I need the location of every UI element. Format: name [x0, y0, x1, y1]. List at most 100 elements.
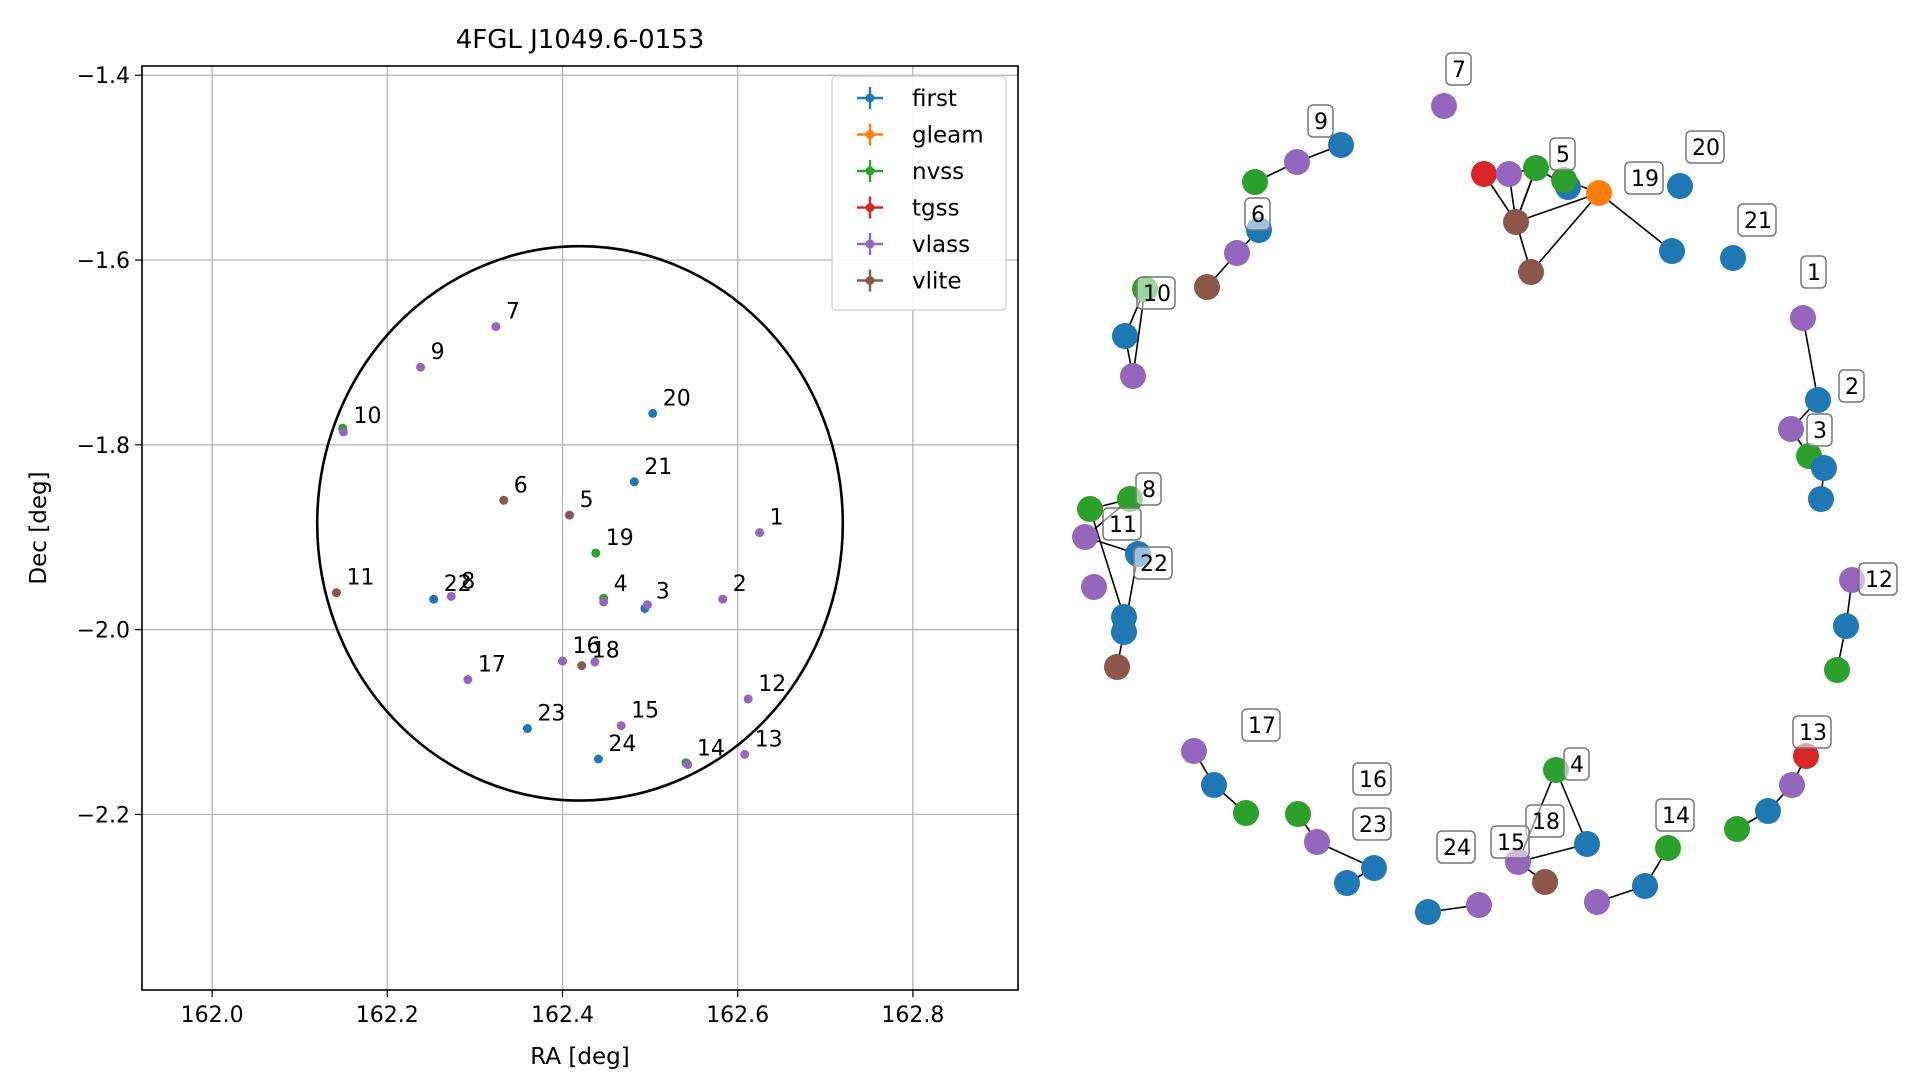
graph-node-label: 15: [1490, 825, 1530, 859]
legend-marker-dot-gleam: [865, 130, 875, 139]
graph-label-text: 16: [1359, 768, 1387, 793]
graph-node: [1805, 387, 1831, 413]
source-label: 11: [346, 566, 374, 591]
point-vlass: [743, 694, 753, 704]
source-label: 12: [758, 672, 786, 697]
graph-label-box: [1307, 104, 1334, 138]
graph-node-label: 14: [1655, 798, 1695, 832]
graph-label-text: 2: [1845, 375, 1859, 400]
graph-node: [1111, 619, 1137, 645]
graph-label-text: 6: [1251, 203, 1265, 228]
point-vlass: [755, 528, 765, 538]
graph-label-text: 8: [1142, 478, 1156, 503]
graph-node: [1201, 772, 1227, 798]
graph-node-label: 4: [1563, 747, 1590, 781]
point-vlass: [463, 675, 473, 685]
point-vlass: [338, 427, 348, 437]
graph-node: [1285, 801, 1311, 827]
legend-label-first: first: [912, 86, 957, 112]
graph-node: [1471, 161, 1497, 187]
graph-node: [1181, 738, 1207, 764]
point-vlass: [683, 760, 693, 770]
graph-label-text: 22: [1140, 552, 1168, 577]
graph-label-text: 4: [1570, 753, 1584, 778]
search-radius-circle: [315, 244, 845, 802]
graph-node: [1586, 180, 1612, 206]
x-tick-label: 162.6: [706, 1003, 769, 1028]
graph-node-label: 6: [1244, 197, 1271, 231]
graph-label-box: [1241, 708, 1281, 742]
graph-node-label: 2: [1838, 369, 1865, 403]
graph-label-box: [1800, 255, 1827, 289]
source-label: 23: [537, 702, 565, 727]
legend-marker-dot-vlite: [865, 276, 875, 285]
graph-label-text: 19: [1631, 167, 1659, 192]
point-vlite: [499, 495, 509, 505]
x-tick-label: 162.4: [531, 1003, 594, 1028]
legend-marker-dot-vlass: [865, 239, 875, 249]
source-label: 15: [631, 699, 659, 724]
y-tick-label: −2.2: [77, 803, 130, 828]
graph-label-box: [1490, 825, 1530, 859]
point-nvss: [591, 548, 601, 558]
x-axis-label: RA [deg]: [530, 1044, 629, 1070]
graph-label-box: [1806, 413, 1833, 447]
graph-node: [1523, 155, 1549, 181]
point-first: [629, 477, 639, 487]
graph-node-label: 18: [1525, 804, 1565, 838]
graph-node: [1194, 274, 1220, 300]
source-label: 5: [579, 488, 593, 513]
graph-node: [1779, 772, 1805, 798]
graph-node-label: 11: [1102, 507, 1142, 541]
chart-title: 4FGL J1049.6-0153: [456, 25, 705, 55]
graph-node: [1518, 259, 1544, 285]
graph-label-box: [1436, 830, 1476, 864]
graph-label-box: [1135, 472, 1162, 506]
legend: first gleam nvss tgss vlass vlite: [831, 75, 1007, 311]
graph-node-label: 22: [1133, 546, 1173, 580]
graph-node-label: 13: [1792, 715, 1832, 749]
graph-node: [1824, 657, 1850, 683]
graph-node: [1584, 889, 1610, 915]
point-vlass: [642, 600, 652, 610]
graph-node-label: 7: [1445, 52, 1472, 86]
graph-node: [1334, 870, 1360, 896]
y-tick-label: −1.4: [77, 64, 130, 89]
source-label: 20: [663, 386, 691, 411]
graph-edge: [1515, 192, 1600, 223]
graph-node-label: 1: [1800, 255, 1827, 289]
graph-label-box: [1685, 130, 1725, 164]
graph-node: [1077, 496, 1103, 522]
graph-node: [1503, 209, 1529, 235]
source-label: 22: [444, 572, 472, 597]
ticks: 162.0 162.2 162.4 162.6 162.8 −1.4 −1.6 −1.8 −2.…: [77, 64, 945, 1028]
source-label: 2: [733, 572, 747, 597]
graph-node: [1632, 873, 1658, 899]
sky-map-plot: 162.0 162.2 162.4 162.6 162.8 −1.4 −1.6 −1.8 −2.…: [26, 25, 1019, 1070]
graph-label-box: [1858, 562, 1898, 596]
graph-node: [1361, 855, 1387, 881]
graph-node: [1072, 524, 1098, 550]
graph-label-box: [1563, 747, 1590, 781]
source-label: 21: [644, 455, 672, 480]
graph-node-label: 8: [1135, 472, 1162, 506]
graph-node: [1233, 800, 1259, 826]
graph-label-text: 14: [1662, 804, 1690, 829]
graph-edge: [1530, 192, 1600, 273]
graph-node: [1659, 238, 1685, 264]
graph-label-box: [1549, 137, 1576, 171]
source-label: 6: [514, 473, 528, 498]
graph-label-box: [1737, 203, 1777, 237]
data-points: [331, 322, 765, 770]
graph-node: [1833, 613, 1859, 639]
source-label: 8: [461, 569, 475, 594]
graph-node: [1532, 869, 1558, 895]
graph-node: [1081, 574, 1107, 600]
graph-node: [1667, 173, 1693, 199]
graph-node: [1104, 654, 1130, 680]
graph-node-label: 5: [1549, 137, 1576, 171]
graph-node-label: 24: [1436, 830, 1476, 864]
x-tick-label: 162.8: [881, 1003, 944, 1028]
